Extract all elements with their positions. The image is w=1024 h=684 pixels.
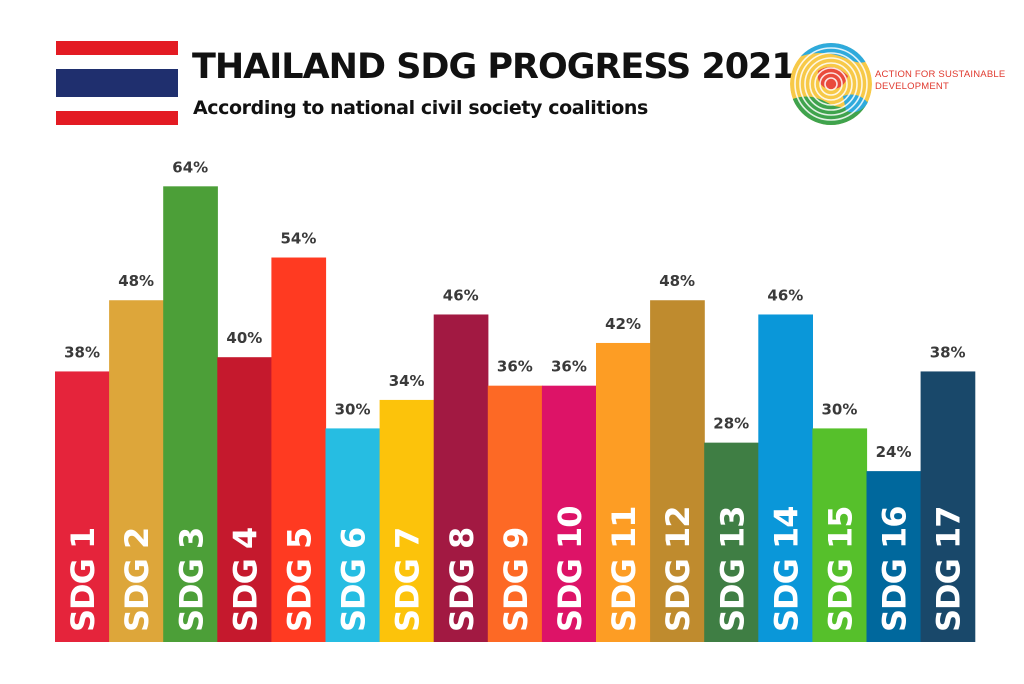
bar-sdg-9	[487, 385, 543, 642]
value-label-sdg-7: 34%	[389, 372, 425, 390]
flag-stripe-center	[56, 69, 178, 97]
category-label-sdg-9: SDG 9	[497, 528, 535, 632]
value-label-sdg-6: 30%	[335, 400, 371, 418]
flag-stripe-upper-white	[56, 55, 178, 69]
bar-sdg-1	[55, 371, 110, 642]
category-label-sdg-8: SDG 8	[443, 528, 481, 632]
category-label-sdg-2: SDG 2	[118, 528, 156, 632]
bar-sdg-17	[920, 371, 976, 642]
bar-sdg-8	[433, 314, 489, 642]
chart-title: THAILAND SDG PROGRESS 2021	[192, 47, 796, 87]
category-label-sdg-15: SDG 15	[821, 506, 859, 632]
value-label-sdg-16: 24%	[876, 443, 912, 461]
category-label-sdg-3: SDG 3	[172, 528, 210, 632]
bar-sdg-11	[596, 342, 651, 642]
value-label-sdg-2: 48%	[118, 272, 154, 290]
value-label-sdg-3: 64%	[172, 158, 208, 176]
value-label-sdg-12: 48%	[659, 272, 695, 290]
value-label-sdg-9: 36%	[497, 358, 533, 376]
thailand-flag	[56, 41, 178, 125]
logo-text-line1: ACTION FOR SUSTAINABLE	[875, 69, 1006, 80]
category-label-sdg-13: SDG 13	[713, 506, 751, 632]
flag-stripe-lower-white	[56, 97, 178, 111]
category-label-sdg-6: SDG 6	[335, 528, 373, 632]
bar-sdg-16	[866, 471, 922, 642]
bar-sdg-5	[271, 257, 327, 642]
bar-sdg-6	[325, 428, 381, 642]
bar-sdg-3	[163, 186, 218, 642]
flag-stripe-top	[56, 41, 178, 55]
value-label-sdg-8: 46%	[443, 286, 479, 304]
category-label-sdg-17: SDG 17	[930, 506, 968, 632]
value-label-sdg-10: 36%	[551, 358, 587, 376]
bar-sdg-7	[379, 399, 435, 642]
bar-sdg-10	[541, 385, 597, 642]
category-label-sdg-4: SDG 4	[226, 528, 264, 632]
bar-sdg-4	[217, 357, 272, 642]
bar-sdg-2	[109, 300, 164, 642]
category-label-sdg-12: SDG 12	[659, 506, 697, 632]
category-label-sdg-14: SDG 14	[767, 506, 805, 632]
value-label-sdg-11: 42%	[605, 315, 641, 333]
value-label-sdg-14: 46%	[767, 286, 803, 304]
value-label-sdg-4: 40%	[226, 329, 262, 347]
category-label-sdg-10: SDG 10	[551, 506, 589, 632]
category-label-sdg-16: SDG 16	[876, 506, 914, 632]
chart-subtitle: According to national civil society coal…	[193, 97, 648, 119]
bar-sdg-14	[758, 314, 813, 642]
category-label-sdg-7: SDG 7	[389, 528, 427, 632]
value-label-sdg-17: 38%	[930, 343, 966, 361]
value-label-sdg-15: 30%	[821, 400, 857, 418]
bar-sdg-12	[650, 300, 705, 642]
fingerprint-globe-logo	[790, 43, 872, 125]
value-label-sdg-13: 28%	[713, 415, 749, 433]
bar-sdg-13	[704, 442, 759, 642]
flag-stripe-bottom	[56, 111, 178, 125]
bar-sdg-15	[812, 428, 868, 642]
logo-text-line2: DEVELOPMENT	[875, 81, 949, 92]
category-label-sdg-11: SDG 11	[605, 506, 643, 632]
value-label-sdg-5: 54%	[280, 230, 316, 248]
value-label-sdg-1: 38%	[64, 343, 100, 361]
category-label-sdg-5: SDG 5	[280, 528, 318, 632]
category-label-sdg-1: SDG 1	[64, 528, 102, 632]
logo-text: ACTION FOR SUSTAINABLE DEVELOPMENT	[875, 69, 1005, 93]
